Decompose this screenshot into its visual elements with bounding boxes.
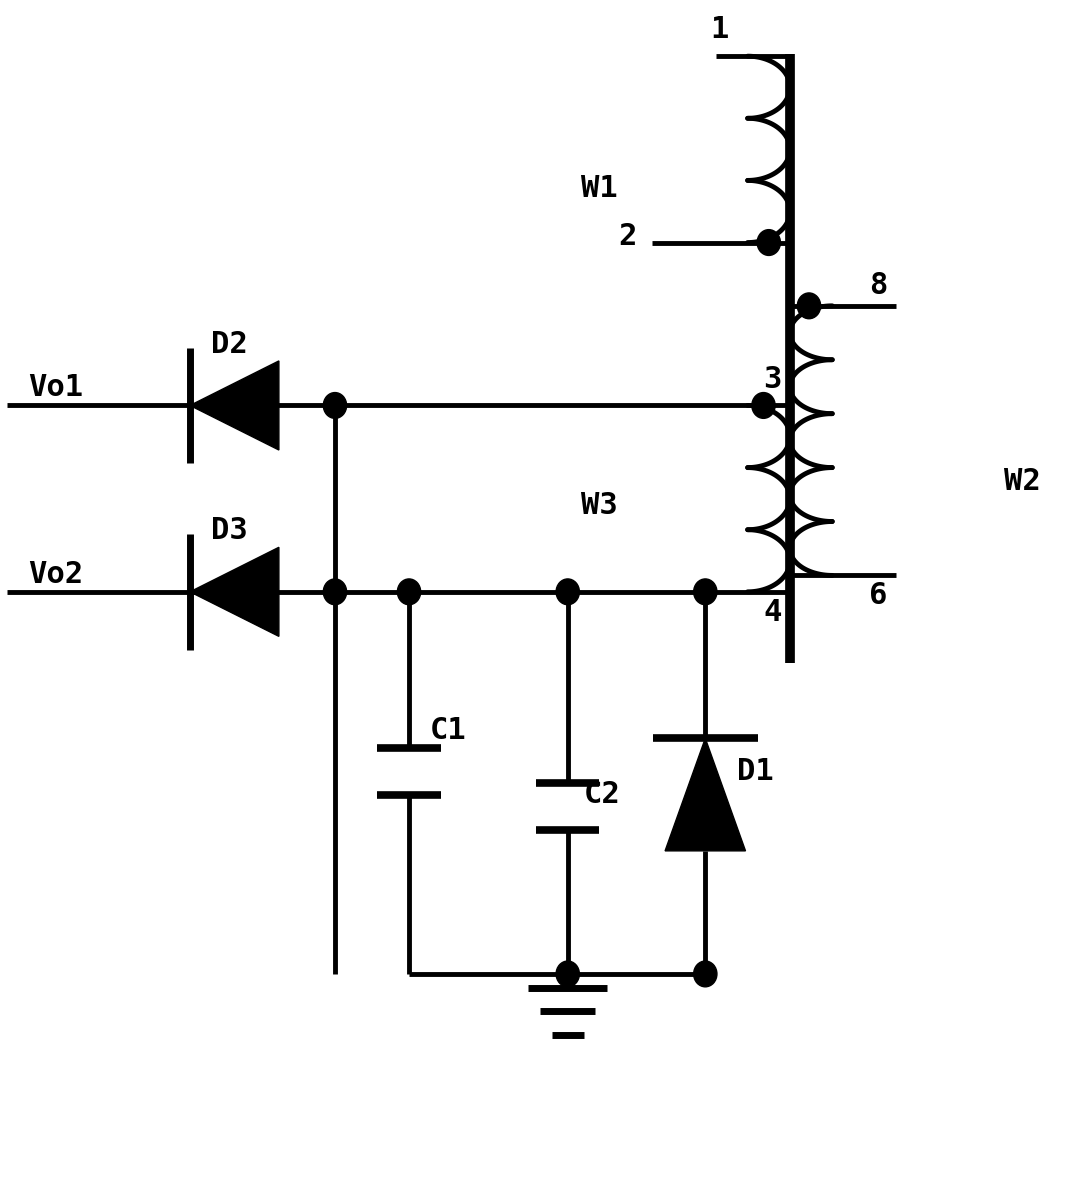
Circle shape <box>556 961 579 987</box>
Circle shape <box>324 579 346 605</box>
Circle shape <box>694 579 717 605</box>
Text: D2: D2 <box>211 330 248 359</box>
Text: D3: D3 <box>211 516 248 546</box>
Circle shape <box>757 230 780 255</box>
Polygon shape <box>190 361 279 449</box>
Circle shape <box>398 579 420 605</box>
Circle shape <box>694 961 717 987</box>
Text: D1: D1 <box>738 757 774 785</box>
Text: 6: 6 <box>869 581 888 611</box>
Text: W3: W3 <box>581 491 617 519</box>
Text: 2: 2 <box>619 222 637 251</box>
Text: 1: 1 <box>711 15 729 44</box>
Text: W2: W2 <box>1004 467 1041 496</box>
Circle shape <box>324 393 346 419</box>
Polygon shape <box>665 739 745 850</box>
Text: C1: C1 <box>430 715 467 745</box>
Text: 4: 4 <box>763 598 781 626</box>
Text: 3: 3 <box>763 365 781 394</box>
Text: Vo2: Vo2 <box>28 560 84 588</box>
Text: Vo1: Vo1 <box>28 374 84 402</box>
Text: W1: W1 <box>581 174 617 203</box>
Circle shape <box>798 293 821 319</box>
Text: C2: C2 <box>583 780 621 809</box>
Text: 8: 8 <box>869 270 888 300</box>
Polygon shape <box>190 547 279 637</box>
Circle shape <box>751 393 775 419</box>
Circle shape <box>556 579 579 605</box>
